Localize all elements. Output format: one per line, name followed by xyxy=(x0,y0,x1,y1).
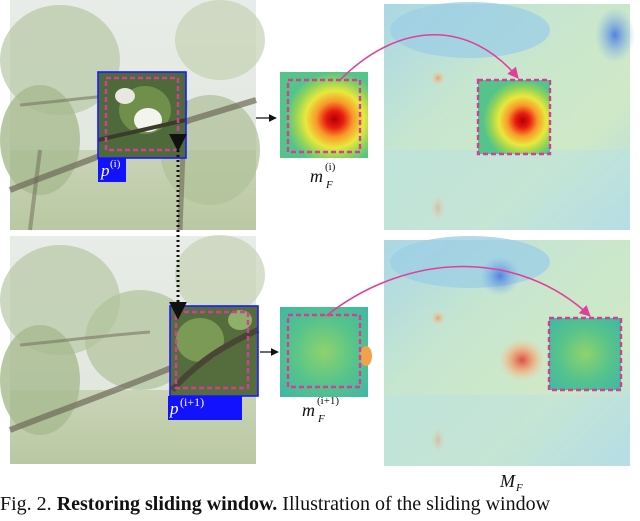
patch-label-top: p (i) xyxy=(98,158,126,182)
caption-prefix: Fig. 2. xyxy=(0,493,52,515)
svg-text:F: F xyxy=(325,179,333,191)
dashed-box-top xyxy=(104,76,180,152)
svg-text:(i): (i) xyxy=(110,158,121,170)
caption-body: Illustration of the sliding window xyxy=(282,493,551,515)
svg-text:m: m xyxy=(310,166,323,186)
svg-text:F: F xyxy=(317,413,325,425)
svg-text:p: p xyxy=(100,161,110,180)
orchard-photo-top xyxy=(0,0,265,231)
caption-title: Restoring sliding window. xyxy=(56,493,278,515)
dashed-box-bottom xyxy=(174,310,250,390)
figure-caption: Fig. 2. Restoring sliding window. Illust… xyxy=(0,488,640,521)
map-label-top: m F (i) xyxy=(310,161,336,191)
curved-arrow-bottom xyxy=(325,265,591,317)
svg-text:(i+1): (i+1) xyxy=(180,395,204,409)
local-heatmap-top xyxy=(280,72,368,158)
svg-text:m: m xyxy=(302,400,315,420)
global-heatmap-top xyxy=(384,2,635,230)
global-map-label: M F xyxy=(499,471,523,494)
patch-label-bottom: p (i+1) xyxy=(168,395,242,420)
global-heatmap-bottom xyxy=(384,236,630,466)
svg-text:p: p xyxy=(169,399,179,418)
orchard-photo-bottom xyxy=(0,235,265,464)
svg-text:M: M xyxy=(499,471,516,491)
svg-text:F: F xyxy=(515,482,523,494)
local-heatmap-bottom xyxy=(280,307,372,397)
patch-box-top xyxy=(97,71,187,159)
map-label-bottom: m F (i+1) xyxy=(302,395,339,425)
curved-arrow-top xyxy=(339,33,519,81)
svg-text:(i+1): (i+1) xyxy=(317,395,339,407)
svg-text:(i): (i) xyxy=(325,161,336,173)
